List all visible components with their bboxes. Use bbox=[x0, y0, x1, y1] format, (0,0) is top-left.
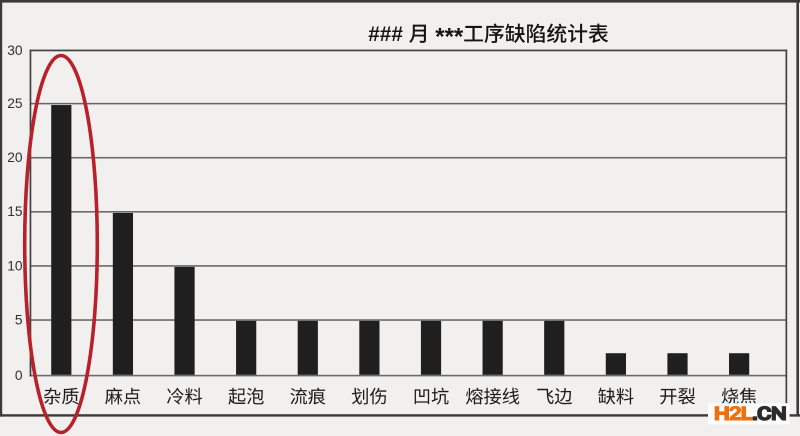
svg-text:0: 0 bbox=[15, 368, 23, 383]
svg-text:###: ### bbox=[368, 23, 403, 46]
svg-text:10: 10 bbox=[7, 258, 23, 273]
svg-text:***: *** bbox=[435, 24, 464, 51]
svg-text:5: 5 bbox=[15, 312, 23, 327]
svg-text:25: 25 bbox=[7, 96, 23, 111]
svg-text:15: 15 bbox=[7, 204, 23, 219]
svg-text:30: 30 bbox=[7, 43, 23, 58]
svg-text:20: 20 bbox=[7, 150, 23, 165]
